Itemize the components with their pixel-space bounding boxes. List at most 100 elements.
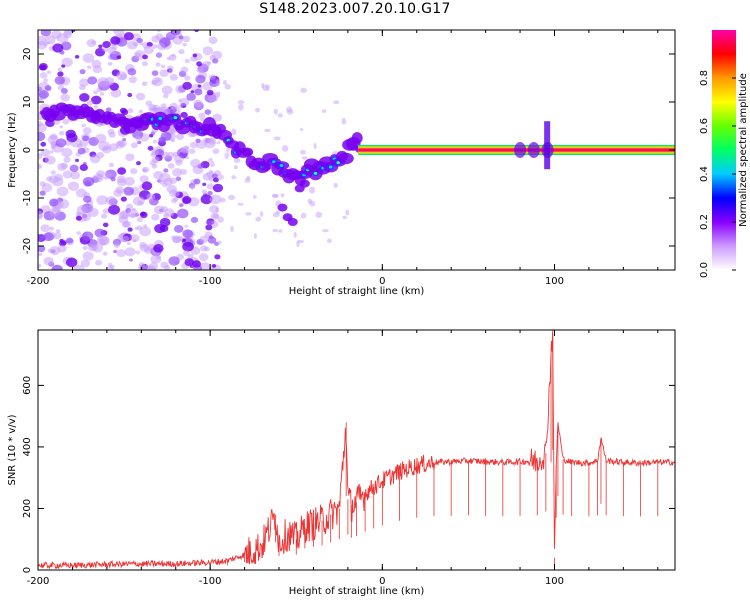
- noise-blob: [50, 144, 56, 150]
- noise-blob: [169, 73, 178, 81]
- noise-blob: [82, 231, 94, 241]
- noise-blob: [113, 242, 120, 248]
- ridge-core-hot: [313, 171, 318, 175]
- noise-blob: [253, 232, 257, 240]
- noise-blob: [175, 133, 185, 141]
- noise-blob: [192, 260, 201, 268]
- noise-blob: [217, 216, 224, 223]
- noise-blob: [102, 222, 109, 228]
- noise-blob: [98, 141, 111, 152]
- noise-blob: [57, 67, 62, 72]
- noise-blob: [321, 109, 327, 113]
- noise-blob: [160, 131, 172, 141]
- noise-blob: [76, 143, 83, 149]
- noise-blob: [178, 35, 184, 40]
- noise-blob: [211, 173, 218, 179]
- noise-blob: [44, 85, 52, 91]
- noise-blob: [81, 123, 86, 128]
- noise-blob: [127, 208, 139, 218]
- colorbar-tick-label: 0.2: [699, 214, 710, 230]
- noise-blob: [80, 259, 90, 268]
- noise-blob: [167, 32, 172, 36]
- noise-blob: [166, 56, 171, 61]
- noise-blob: [79, 93, 90, 102]
- noise-blob: [43, 232, 54, 242]
- noise-blob: [38, 234, 44, 242]
- noise-blob: [105, 196, 117, 206]
- noise-blob: [124, 247, 136, 257]
- noise-blob: [126, 241, 131, 245]
- noise-blob: [51, 264, 63, 270]
- noise-blob: [190, 158, 201, 168]
- ridge-blob: [351, 132, 363, 144]
- noise-blob: [60, 93, 70, 102]
- ridge-core-hot: [279, 163, 284, 167]
- colorbar-tick-label: 0.4: [699, 166, 710, 182]
- noise-blob: [121, 235, 130, 242]
- noise-blob: [212, 177, 219, 183]
- carrier-disturbance: [544, 121, 551, 170]
- noise-blob: [139, 241, 147, 249]
- noise-blob: [163, 93, 169, 99]
- noise-blob: [272, 212, 280, 218]
- bottom-x-tick-label: 0: [379, 576, 385, 587]
- noise-blob: [300, 87, 307, 93]
- noise-blob: [315, 211, 323, 218]
- noise-blob: [135, 92, 146, 101]
- noise-blob: [110, 88, 122, 98]
- top-x-axis-label: Height of straight line (km): [289, 286, 425, 297]
- noise-blob: [246, 175, 251, 180]
- noise-blob: [121, 221, 130, 228]
- noise-blob: [300, 212, 307, 219]
- noise-blob: [180, 111, 188, 119]
- noise-blob: [180, 66, 189, 73]
- noise-blob: [88, 204, 94, 210]
- noise-blob: [153, 139, 157, 144]
- noise-blob: [62, 118, 70, 125]
- noise-blob: [159, 224, 169, 233]
- noise-blob: [205, 220, 213, 226]
- ridge-core-hot: [336, 161, 341, 165]
- noise-blob: [147, 103, 157, 111]
- noise-blob: [217, 91, 221, 98]
- noise-blob: [61, 64, 66, 68]
- noise-blob: [38, 123, 47, 133]
- noise-blob: [126, 203, 133, 210]
- ridge-blob: [277, 203, 288, 212]
- noise-blob: [102, 251, 108, 256]
- noise-blob: [199, 235, 209, 244]
- bottom-x-axis-label: Height of straight line (km): [289, 586, 425, 597]
- noise-blob: [182, 42, 187, 47]
- noise-blob: [38, 90, 50, 99]
- noise-blob: [326, 238, 332, 244]
- noise-blob: [38, 163, 43, 170]
- noise-blob: [254, 107, 261, 113]
- spectrogram-image: [38, 30, 675, 270]
- noise-blob: [116, 249, 126, 258]
- noise-blob: [139, 42, 144, 46]
- colorbar-tick-label: 0.8: [699, 70, 710, 86]
- noise-blob: [190, 216, 199, 224]
- noise-blob: [309, 200, 316, 207]
- noise-blob: [184, 258, 195, 267]
- noise-blob: [123, 186, 135, 196]
- noise-blob: [151, 156, 160, 164]
- top-x-tick-label: -100: [199, 276, 222, 287]
- noise-blob: [137, 140, 142, 145]
- noise-blob: [56, 186, 69, 197]
- noise-blob: [208, 157, 214, 163]
- noise-blob: [107, 61, 113, 66]
- noise-blob: [82, 135, 90, 142]
- bottom-plot-frame: [37, 329, 676, 571]
- noise-blob: [58, 131, 65, 136]
- noise-blob: [192, 53, 198, 58]
- noise-blob: [237, 202, 244, 206]
- noise-blob: [87, 207, 99, 217]
- noise-blob: [104, 76, 115, 86]
- noise-blob: [141, 181, 153, 191]
- noise-blob: [345, 209, 350, 216]
- noise-blob: [99, 92, 105, 96]
- noise-blob: [113, 249, 118, 254]
- noise-blob: [231, 175, 237, 180]
- noise-blob: [78, 84, 86, 91]
